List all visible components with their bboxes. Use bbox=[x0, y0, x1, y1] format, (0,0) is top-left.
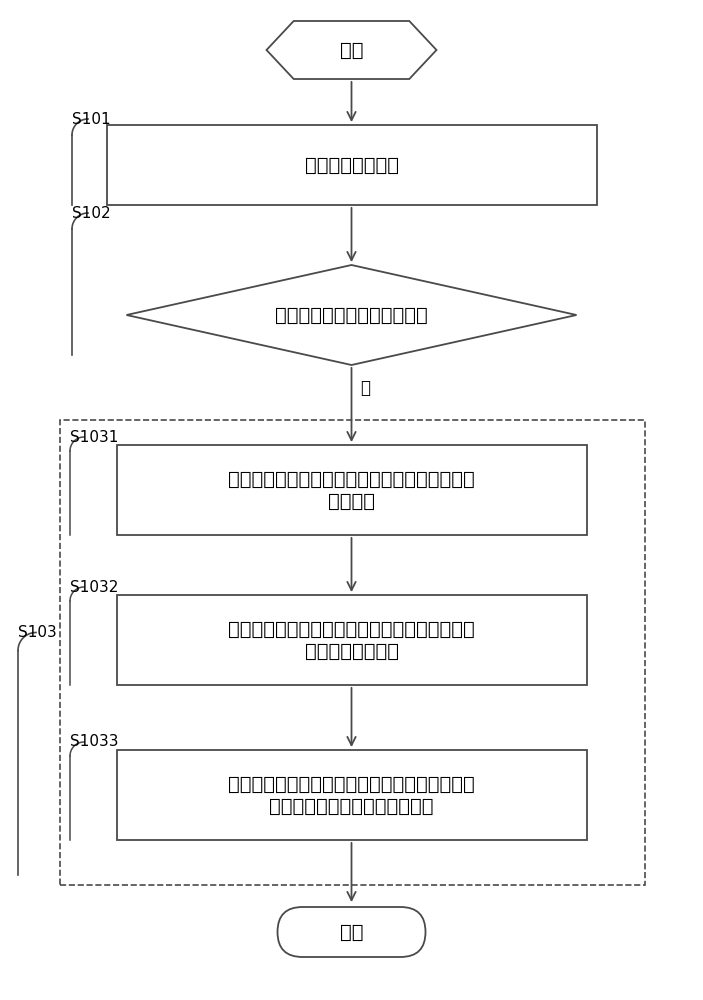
Bar bbox=[60, 420, 645, 885]
Text: S1032: S1032 bbox=[70, 580, 118, 594]
Text: S101: S101 bbox=[72, 111, 110, 126]
Text: 当前电网电压处于低电压状态: 当前电网电压处于低电压状态 bbox=[275, 306, 428, 324]
Polygon shape bbox=[127, 265, 576, 365]
Bar bbox=[117, 750, 586, 840]
Text: S103: S103 bbox=[18, 625, 57, 640]
Bar bbox=[117, 445, 586, 535]
Text: S102: S102 bbox=[72, 206, 110, 221]
FancyBboxPatch shape bbox=[278, 907, 425, 957]
Bar bbox=[117, 595, 586, 685]
Polygon shape bbox=[266, 21, 437, 79]
Bar bbox=[106, 125, 597, 205]
Text: 所述告警装置在获取到触发信号后输出用于表征
电网电压低电压状态的警示信息: 所述告警装置在获取到触发信号后输出用于表征 电网电压低电压状态的警示信息 bbox=[228, 774, 475, 816]
Text: 所述控制器在获取到所述低电压信号后，向告警
装置输出触发信号: 所述控制器在获取到所述低电压信号后，向告警 装置输出触发信号 bbox=[228, 619, 475, 660]
Text: S1031: S1031 bbox=[70, 430, 118, 444]
Text: 结束: 结束 bbox=[340, 922, 363, 942]
Text: 输出用于表征电网电压低电压状态的低电压信号
至控制器: 输出用于表征电网电压低电压状态的低电压信号 至控制器 bbox=[228, 470, 475, 510]
Text: 实时采集电网电压: 实时采集电网电压 bbox=[304, 155, 399, 174]
Text: 开始: 开始 bbox=[340, 40, 363, 60]
Text: S1033: S1033 bbox=[70, 734, 119, 750]
Text: 是: 是 bbox=[361, 378, 370, 396]
